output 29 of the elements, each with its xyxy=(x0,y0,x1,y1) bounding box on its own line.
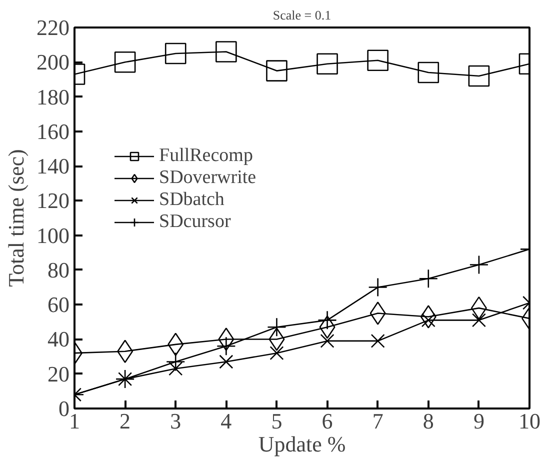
y-axis-title: Total time (sec) xyxy=(4,149,28,287)
x-tick-label: 1 xyxy=(69,408,80,434)
y-tick-label: 40 xyxy=(48,326,70,352)
y-tick-label: 180 xyxy=(36,84,70,110)
x-tick-label: 7 xyxy=(372,408,384,434)
y-tick-label: 160 xyxy=(36,118,70,144)
y-tick-label: 200 xyxy=(36,50,70,75)
x-tick-label: 8 xyxy=(422,408,434,434)
x-tick-label: 2 xyxy=(120,408,131,434)
x-tick-label: 4 xyxy=(220,408,232,434)
y-tick-label: 100 xyxy=(36,222,70,248)
y-tick-label: 0 xyxy=(58,396,70,421)
x-tick-label: 10 xyxy=(518,408,540,434)
x-tick-label: 9 xyxy=(473,408,484,434)
y-tick-label: 20 xyxy=(48,361,70,386)
y-tick-label: 140 xyxy=(36,154,70,179)
legend-label: SDcursor xyxy=(159,211,231,233)
y-tick-label: 220 xyxy=(36,15,70,40)
x-tick-label: 5 xyxy=(271,408,282,434)
legend-label: FullRecomp xyxy=(159,145,253,167)
y-tick-label: 80 xyxy=(48,257,70,282)
x-axis-title: Update % xyxy=(258,432,346,456)
legend-label: SDbatch xyxy=(159,189,224,211)
x-tick-label: 6 xyxy=(322,408,333,434)
y-tick-label: 60 xyxy=(48,292,70,318)
chart-title: Scale = 0.1 xyxy=(272,8,332,22)
x-tick-label: 3 xyxy=(170,408,182,434)
legend-label: SDoverwrite xyxy=(159,167,256,189)
y-tick-label: 120 xyxy=(36,188,70,214)
